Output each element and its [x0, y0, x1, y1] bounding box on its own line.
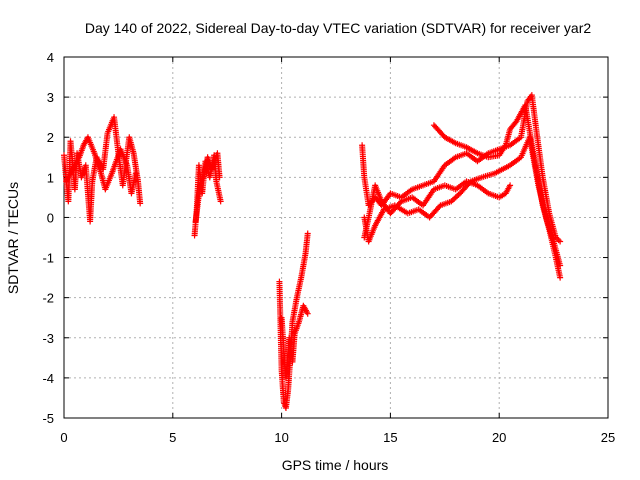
- series-seg-d4: [361, 134, 564, 269]
- x-axis-label: GPS time / hours: [282, 457, 389, 473]
- y-tick-label: 4: [47, 50, 54, 65]
- data-point: [304, 310, 311, 317]
- data-point: [216, 174, 223, 181]
- data-point: [436, 203, 443, 210]
- y-tick-label: 3: [47, 90, 54, 105]
- y-tick-label: -5: [42, 411, 54, 426]
- chart-title: Day 140 of 2022, Sidereal Day-to-day VTE…: [85, 20, 591, 36]
- data-point: [557, 274, 564, 281]
- data-point: [217, 198, 224, 205]
- plot-frame: [63, 56, 609, 419]
- y-tick-label: -1: [42, 251, 54, 266]
- x-tick-label: 10: [274, 430, 288, 445]
- x-tick-label: 5: [169, 430, 176, 445]
- y-axis-label: SDTVAR / TECUs: [5, 182, 21, 294]
- series-seg-a2: [63, 134, 139, 197]
- data-point: [304, 230, 311, 237]
- y-tick-label: 2: [47, 130, 54, 145]
- y-tick-label: -4: [42, 371, 54, 386]
- data-marks: [61, 92, 564, 411]
- y-tick-label: -3: [42, 331, 54, 346]
- data-point: [557, 262, 564, 269]
- grid: [64, 57, 608, 418]
- data-point: [557, 238, 564, 245]
- x-tick-label: 15: [383, 430, 397, 445]
- y-tick-label: 1: [47, 170, 54, 185]
- series-seg-b2: [192, 150, 223, 225]
- x-tick-label: 20: [492, 430, 506, 445]
- data-point: [507, 182, 514, 189]
- series-seg-d: [359, 92, 564, 245]
- x-tick-label: 25: [601, 430, 615, 445]
- y-tick-label: -2: [42, 291, 54, 306]
- series-seg-c2: [278, 302, 311, 381]
- y-tick-label: 0: [47, 210, 54, 225]
- data-point: [132, 170, 139, 177]
- data-point: [466, 179, 473, 186]
- data-point: [137, 200, 144, 207]
- x-tick-label: 0: [60, 430, 67, 445]
- series-seg-d3: [430, 102, 564, 281]
- data-point: [397, 199, 404, 206]
- ticks: 0 5 10 15 20 25 -5 -4 -3 -2 -1 0 1 2 3 4: [42, 50, 615, 445]
